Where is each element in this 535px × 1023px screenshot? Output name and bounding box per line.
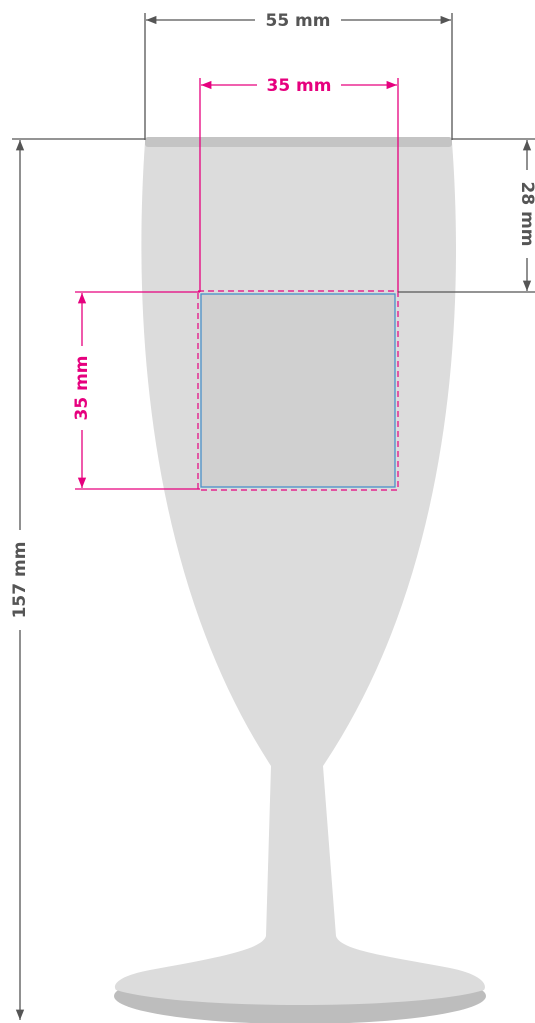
label-bg [255,8,341,32]
total-height-dimension: 157 mm [8,138,145,1020]
dimension-label: 28 mm [517,181,535,246]
print-area [200,293,396,488]
label-bg [70,346,94,430]
label-bg [257,73,341,97]
label-bg [515,170,535,258]
dimension-label: 35 mm [72,355,92,420]
print-height-dimension: 35 mm [70,291,200,490]
print-offset-dimension: 28 mm [398,138,535,293]
glass [114,137,486,1023]
label-bg [8,530,32,630]
dimension-label: 55 mm [265,11,330,31]
dimension-label: 157 mm [10,542,30,619]
dimension-label: 35 mm [266,76,331,96]
print-width-dimension: 35 mm [199,73,399,292]
glass-body [114,142,485,1005]
rim-width-dimension: 55 mm [144,8,453,140]
glass-rim [145,137,452,147]
print-bleed [197,290,399,491]
